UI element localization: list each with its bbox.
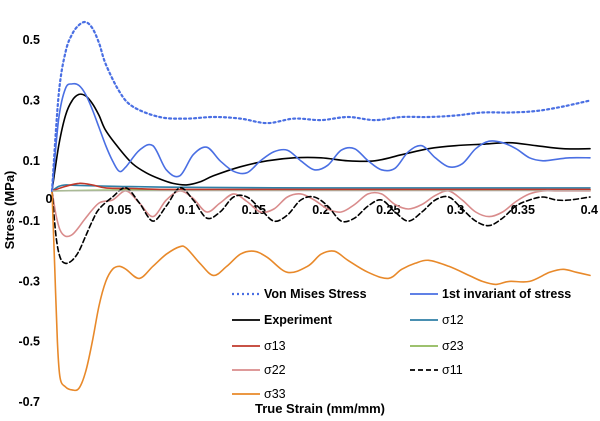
legend: Von Mises Stress 1st invariant of stress E…: [232, 287, 571, 401]
legend-label: σ13: [264, 339, 286, 353]
legend-label: σ33: [264, 387, 286, 401]
y-tick-label: 0.1: [23, 154, 40, 168]
series-line: [50, 20, 592, 192]
legend-label: σ22: [264, 363, 286, 377]
y-axis-tick-labels: 0.5 0.3 0.1 -0.1 -0.3 -0.5 -0.7: [18, 33, 40, 409]
x-tick-label: 0.15: [242, 203, 266, 217]
legend-label: 1st invariant of stress: [442, 287, 571, 301]
y-tick-label: -0.3: [18, 274, 40, 288]
y-tick-label: -0.1: [18, 214, 40, 228]
legend-label: σ23: [442, 339, 464, 353]
series-lines: [50, 20, 592, 392]
x-tick-label: 0.2: [312, 203, 329, 217]
series-line: [51, 187, 591, 265]
x-tick-label: 0.4: [581, 203, 598, 217]
x-axis-title: True Strain (mm/mm): [255, 401, 385, 416]
series-line: [51, 82, 591, 192]
legend-label: Experiment: [264, 313, 333, 327]
x-tick-label: 0.05: [107, 203, 131, 217]
series-line: [51, 182, 591, 192]
x-axis-tick-labels: 0.05 0.1 0.15 0.2 0.25 0.3 0.35 0.4: [107, 203, 598, 217]
y-axis-title: Stress (MPa): [2, 171, 17, 250]
x-tick-label: 0.25: [376, 203, 400, 217]
x-tick-label: 0.35: [511, 203, 535, 217]
series-line: [51, 93, 591, 192]
series-line: [51, 184, 591, 192]
y-tick-label: 0.3: [23, 93, 40, 107]
legend-label: σ11: [442, 363, 463, 377]
y-tick-label: -0.7: [18, 395, 40, 409]
legend-label: Von Mises Stress: [264, 287, 367, 301]
x-tick-label: 0.1: [178, 203, 195, 217]
y-tick-label: -0.5: [18, 335, 40, 349]
series-line: [51, 190, 591, 392]
legend-label: σ12: [442, 313, 464, 327]
x-tick-label: 0.3: [447, 203, 464, 217]
x-origin-label: 0: [46, 192, 53, 206]
y-tick-label: 0.5: [23, 33, 40, 47]
series-line: [51, 189, 591, 238]
